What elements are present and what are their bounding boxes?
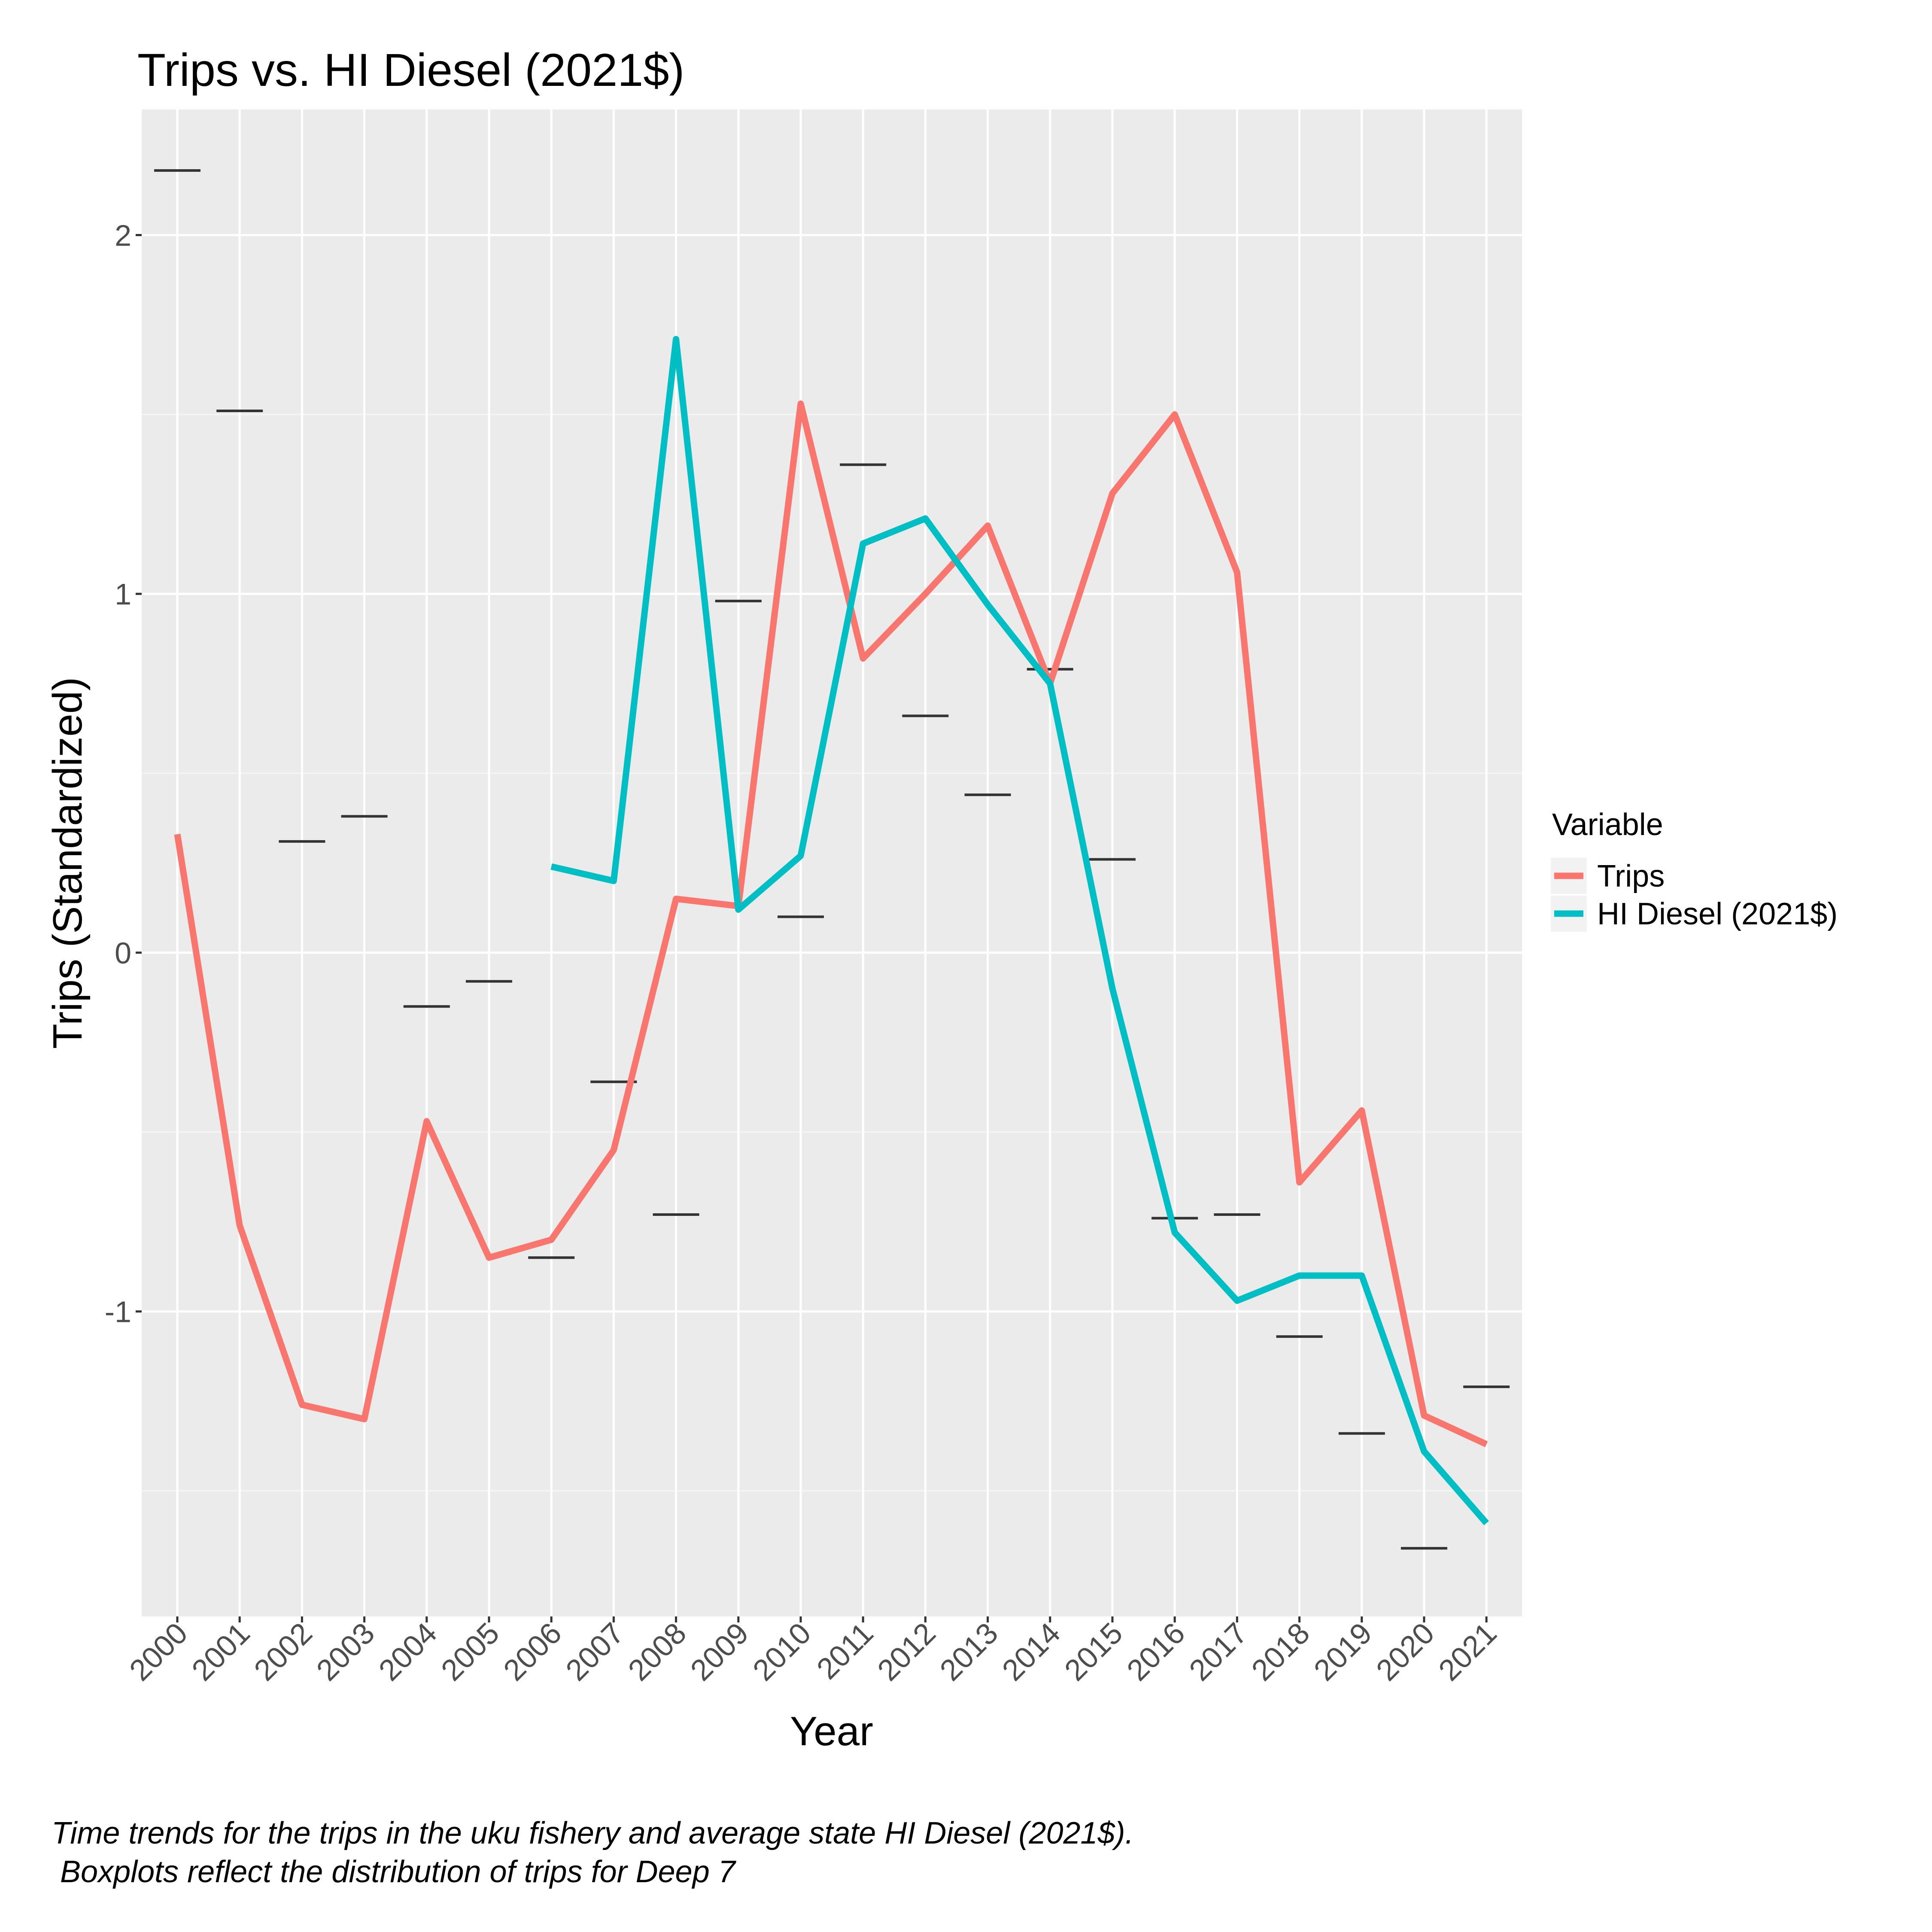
x-tick-label: 2006	[497, 1616, 568, 1687]
y-tick-label: 0	[115, 936, 131, 970]
legend-title: Variable	[1552, 808, 1663, 842]
x-tick-label: 2009	[684, 1616, 755, 1687]
legend-label: HI Diesel (2021$)	[1597, 897, 1838, 931]
chart-caption: Time trends for the trips in the uku fis…	[52, 1816, 1134, 1889]
x-tick-label: 2008	[622, 1616, 693, 1687]
y-axis: -1 0 1 2	[105, 219, 142, 1329]
x-tick-label: 2005	[434, 1616, 505, 1687]
legend: Variable Trips HI Diesel (2021$)	[1551, 808, 1838, 932]
series-layer	[174, 336, 1489, 1525]
x-tick-label: 2002	[248, 1616, 319, 1687]
x-tick-label: 2013	[933, 1616, 1004, 1687]
x-tick-label: 2020	[1370, 1616, 1440, 1687]
chart-title: Trips vs. HI Diesel (2021$)	[137, 44, 684, 96]
x-tick-label: 2004	[372, 1616, 443, 1687]
x-tick-label: 2021	[1432, 1616, 1503, 1687]
x-tick-label: 2017	[1183, 1616, 1254, 1687]
x-tick-label: 2015	[1058, 1616, 1129, 1687]
plot-panel	[142, 109, 1522, 1616]
x-tick-label: 2007	[559, 1616, 630, 1687]
y-tick-label: -1	[105, 1295, 131, 1329]
grid-major	[142, 109, 1522, 1616]
y-axis-label: Trips (Standardized)	[45, 677, 91, 1049]
x-axis-label: Year	[790, 1708, 873, 1754]
x-axis: 2000200120022003200420052006200720082009…	[123, 1616, 1503, 1687]
x-tick-label: 2018	[1245, 1616, 1316, 1687]
series-line-hi-diesel-2021	[550, 336, 1489, 1525]
y-tick-label: 1	[115, 577, 131, 611]
series-line-trips	[174, 400, 1488, 1447]
legend-items: Trips HI Diesel (2021$)	[1551, 858, 1838, 932]
x-tick-label: 2019	[1307, 1616, 1378, 1687]
x-tick-label: 2010	[746, 1616, 817, 1687]
x-tick-label: 2003	[310, 1616, 381, 1687]
x-tick-label: 2001	[185, 1616, 256, 1687]
legend-label: Trips	[1597, 859, 1665, 893]
x-tick-label: 2012	[871, 1616, 942, 1687]
x-tick-label: 2011	[810, 1616, 880, 1686]
x-tick-label: 2016	[1121, 1616, 1191, 1687]
y-tick-label: 2	[115, 219, 131, 252]
x-tick-label: 2000	[123, 1616, 194, 1687]
x-tick-label: 2014	[996, 1616, 1066, 1687]
